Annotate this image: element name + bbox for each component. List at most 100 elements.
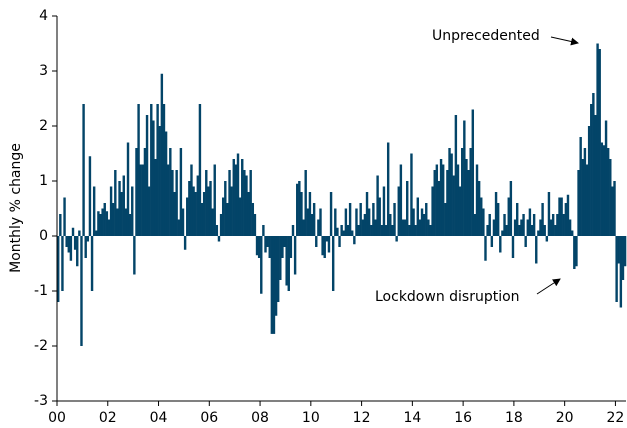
x-tick-label: 14 (403, 410, 421, 426)
bar (382, 186, 386, 236)
y-tick-label: 1 (39, 173, 48, 189)
bar (293, 236, 297, 275)
bar (606, 148, 610, 236)
bar (285, 236, 288, 286)
bar (122, 175, 125, 236)
bar (120, 192, 123, 236)
bar (414, 225, 417, 236)
bar (133, 236, 136, 275)
bar (338, 236, 341, 247)
bar (592, 93, 595, 236)
bar (236, 153, 240, 236)
bar (526, 219, 529, 236)
bar (484, 236, 487, 261)
bar (255, 236, 259, 256)
bar (420, 208, 424, 236)
bar (59, 214, 62, 236)
bar (219, 214, 223, 236)
bar (160, 73, 164, 236)
bar (289, 236, 293, 258)
bar (556, 214, 559, 236)
bar (351, 230, 354, 236)
bar (171, 170, 174, 236)
bar (63, 197, 66, 236)
bar (596, 43, 599, 236)
bar (575, 236, 578, 267)
bar (209, 181, 212, 236)
bar (169, 148, 172, 236)
bar (503, 214, 506, 236)
bar (111, 203, 115, 236)
bar (179, 148, 183, 236)
bar (78, 230, 81, 236)
bar (518, 225, 521, 236)
bar (143, 148, 147, 236)
bar (429, 225, 432, 236)
bar (166, 164, 170, 236)
bar (103, 203, 106, 236)
bar (346, 225, 350, 236)
bar (571, 230, 574, 236)
bar (221, 197, 225, 236)
bar (611, 186, 614, 236)
bar (437, 181, 441, 236)
bar (395, 236, 398, 242)
bar (88, 156, 92, 236)
bar (348, 203, 352, 236)
bar (452, 175, 455, 236)
bar (196, 175, 200, 236)
bar (202, 192, 206, 236)
y-tick-label: 3 (39, 63, 48, 79)
bar (486, 225, 489, 236)
bar (319, 208, 322, 236)
bar (403, 219, 407, 236)
x-tick-label: 02 (99, 410, 117, 426)
bar (410, 153, 413, 236)
x-tick-label: 18 (505, 410, 523, 426)
bar (296, 183, 299, 236)
bar (154, 159, 157, 236)
bar (458, 186, 462, 236)
bar (585, 164, 589, 236)
bar (554, 225, 557, 236)
bar (107, 219, 111, 236)
bar (509, 181, 513, 236)
annotation-arrow (536, 278, 561, 295)
bar (276, 236, 280, 302)
bar (327, 236, 331, 253)
bar (425, 203, 428, 236)
bar (454, 115, 458, 236)
bar (186, 197, 189, 236)
bar (370, 225, 373, 236)
bar (399, 164, 403, 236)
bar (600, 142, 604, 236)
bar (194, 192, 197, 236)
bar (355, 208, 358, 236)
bar (401, 219, 405, 236)
bar (357, 225, 360, 236)
bar (549, 219, 553, 236)
x-tick-label: 08 (251, 410, 269, 426)
bar (86, 236, 90, 242)
bar (560, 197, 563, 236)
bar (617, 236, 620, 264)
y-tick-label: 2 (39, 118, 48, 134)
bar (516, 203, 519, 236)
bar (69, 236, 73, 261)
bar (164, 131, 168, 236)
bar (587, 126, 591, 236)
x-tick-label: 06 (200, 410, 218, 426)
bar (444, 203, 447, 236)
bar (150, 104, 153, 236)
bar (325, 236, 329, 242)
bar (378, 197, 381, 236)
bar (270, 236, 274, 334)
bar (76, 236, 79, 267)
bar (67, 236, 70, 253)
bar (384, 225, 388, 236)
bar (609, 159, 612, 236)
bar (564, 203, 568, 236)
bar (467, 170, 470, 236)
bar (95, 230, 98, 236)
